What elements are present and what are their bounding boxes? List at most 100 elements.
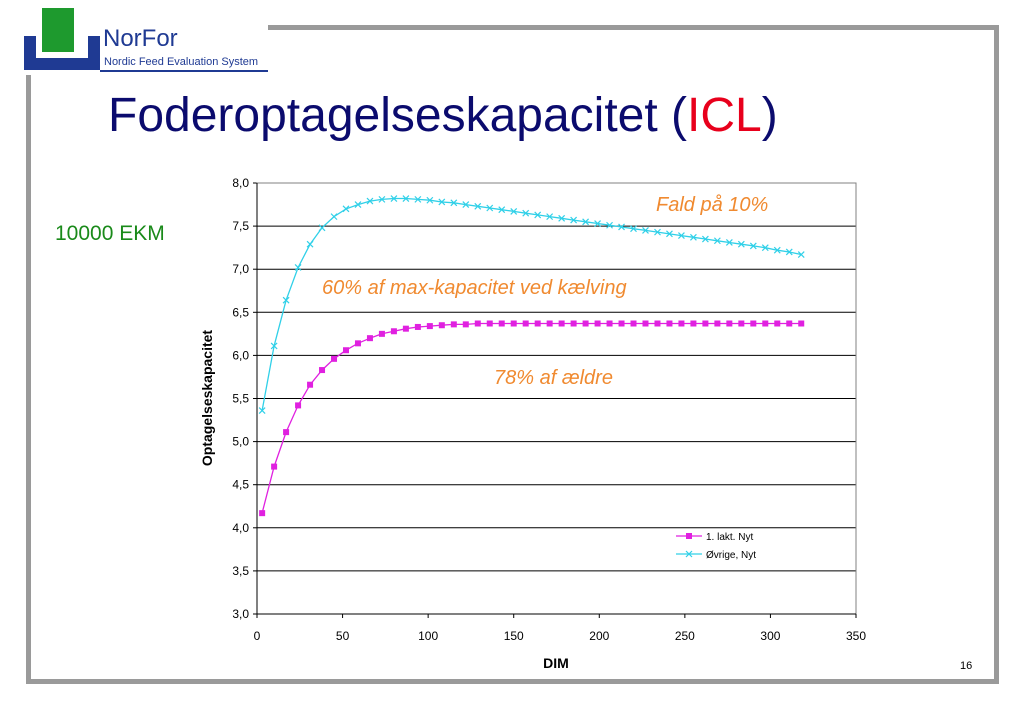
data-point bbox=[774, 320, 781, 327]
y-tick-label: 5,5 bbox=[232, 392, 249, 406]
logo-underline bbox=[100, 70, 268, 72]
data-point bbox=[546, 320, 553, 327]
data-point bbox=[462, 201, 470, 208]
marker-stroke bbox=[522, 209, 530, 217]
data-point bbox=[546, 213, 554, 221]
marker-stroke bbox=[378, 195, 386, 203]
marker-stroke bbox=[558, 214, 566, 222]
data-point bbox=[618, 223, 625, 231]
data-point bbox=[654, 228, 661, 236]
y-tick-label: 4,0 bbox=[232, 521, 249, 535]
data-point bbox=[630, 320, 637, 327]
data-point bbox=[259, 510, 266, 517]
slide-frame-top bbox=[268, 25, 998, 30]
data-point bbox=[474, 320, 481, 327]
data-point bbox=[295, 402, 302, 409]
marker-stroke bbox=[678, 232, 685, 240]
marker-stroke bbox=[773, 246, 781, 254]
data-point bbox=[450, 199, 458, 207]
marker-stroke bbox=[318, 224, 326, 232]
data-point bbox=[786, 320, 793, 327]
series-line-0 bbox=[261, 322, 802, 514]
data-point bbox=[678, 232, 685, 240]
marker-stroke bbox=[462, 201, 470, 208]
data-point bbox=[558, 320, 565, 327]
marker-stroke bbox=[618, 223, 625, 231]
marker-stroke bbox=[594, 220, 601, 227]
data-point bbox=[307, 381, 314, 388]
marker-stroke bbox=[498, 206, 506, 214]
marker-stroke bbox=[737, 240, 745, 248]
marker-stroke bbox=[510, 208, 518, 215]
data-point bbox=[342, 205, 350, 213]
data-point bbox=[725, 239, 733, 246]
marker-stroke bbox=[426, 196, 434, 204]
y-tick-label: 4,5 bbox=[232, 478, 249, 492]
data-point bbox=[666, 320, 673, 327]
marker-stroke bbox=[797, 251, 805, 258]
x-axis-title: DIM bbox=[543, 655, 569, 671]
data-point bbox=[510, 208, 518, 215]
chart-series bbox=[258, 195, 805, 517]
y-tick-label: 8,0 bbox=[232, 176, 249, 190]
marker-stroke bbox=[306, 240, 314, 248]
data-point bbox=[486, 320, 493, 327]
data-point bbox=[689, 233, 697, 241]
slide-frame-bottom bbox=[26, 679, 999, 684]
data-point bbox=[762, 320, 769, 327]
data-point bbox=[282, 296, 290, 304]
marker-stroke bbox=[761, 244, 769, 252]
marker-stroke bbox=[414, 195, 422, 203]
x-tick-label: 50 bbox=[336, 629, 350, 643]
x-tick-label: 150 bbox=[504, 629, 524, 643]
data-point bbox=[570, 320, 577, 327]
chart-axes: 3,0 3,5 4,0 4,5 5,0 5,5 6,0 6,5 7,0 7,5 8,0 0 50 100 1… bbox=[232, 176, 866, 643]
y-tick-label: 7,5 bbox=[232, 219, 249, 233]
marker-stroke bbox=[725, 239, 733, 246]
data-point bbox=[737, 240, 745, 248]
annotation-fald: Fald på 10% bbox=[656, 194, 768, 216]
data-point bbox=[271, 463, 278, 470]
y-tick-label: 7,0 bbox=[232, 262, 249, 276]
slide-frame-right bbox=[994, 25, 999, 683]
side-label: 10000 EKM bbox=[55, 222, 165, 245]
data-point bbox=[534, 211, 542, 219]
x-tick-label: 250 bbox=[675, 629, 695, 643]
data-point bbox=[486, 204, 494, 212]
marker-stroke bbox=[354, 201, 362, 208]
data-point bbox=[785, 248, 793, 256]
data-point bbox=[558, 214, 566, 222]
marker-stroke bbox=[582, 218, 590, 226]
data-point bbox=[714, 320, 721, 327]
data-point bbox=[258, 407, 266, 414]
marker-stroke bbox=[450, 199, 458, 207]
data-point bbox=[618, 320, 625, 327]
marker-stroke bbox=[342, 205, 350, 213]
marker-stroke bbox=[642, 226, 649, 234]
title-close: ) bbox=[761, 89, 778, 142]
marker-stroke bbox=[546, 213, 554, 221]
x-tick-label: 350 bbox=[846, 629, 866, 643]
data-point bbox=[354, 201, 362, 208]
data-point bbox=[331, 355, 338, 362]
marker-stroke bbox=[689, 233, 697, 241]
data-point bbox=[450, 321, 457, 328]
marker-stroke bbox=[366, 197, 374, 205]
logo-subtitle: Nordic Feed Evaluation System bbox=[104, 56, 259, 68]
data-point bbox=[402, 195, 410, 202]
norfor-logo: NorFor Nordic Feed Evaluation System bbox=[22, 6, 272, 76]
x-tick-label: 100 bbox=[418, 629, 438, 643]
y-tick-label: 3,0 bbox=[232, 607, 249, 621]
annotation-aeldre: 78% af ældre bbox=[494, 367, 613, 389]
data-point bbox=[522, 320, 529, 327]
legend-label: Øvrige, Nyt bbox=[706, 550, 756, 561]
marker-stroke bbox=[330, 213, 338, 221]
data-point bbox=[738, 320, 745, 327]
data-point bbox=[426, 323, 433, 330]
marker-stroke bbox=[749, 242, 757, 250]
marker-stroke bbox=[654, 228, 661, 236]
y-axis-title: Optagelseskapacitet bbox=[199, 330, 215, 467]
data-point bbox=[570, 216, 578, 224]
title-main: Foderoptagelseskapacitet ( bbox=[108, 89, 687, 142]
data-point bbox=[510, 320, 517, 327]
